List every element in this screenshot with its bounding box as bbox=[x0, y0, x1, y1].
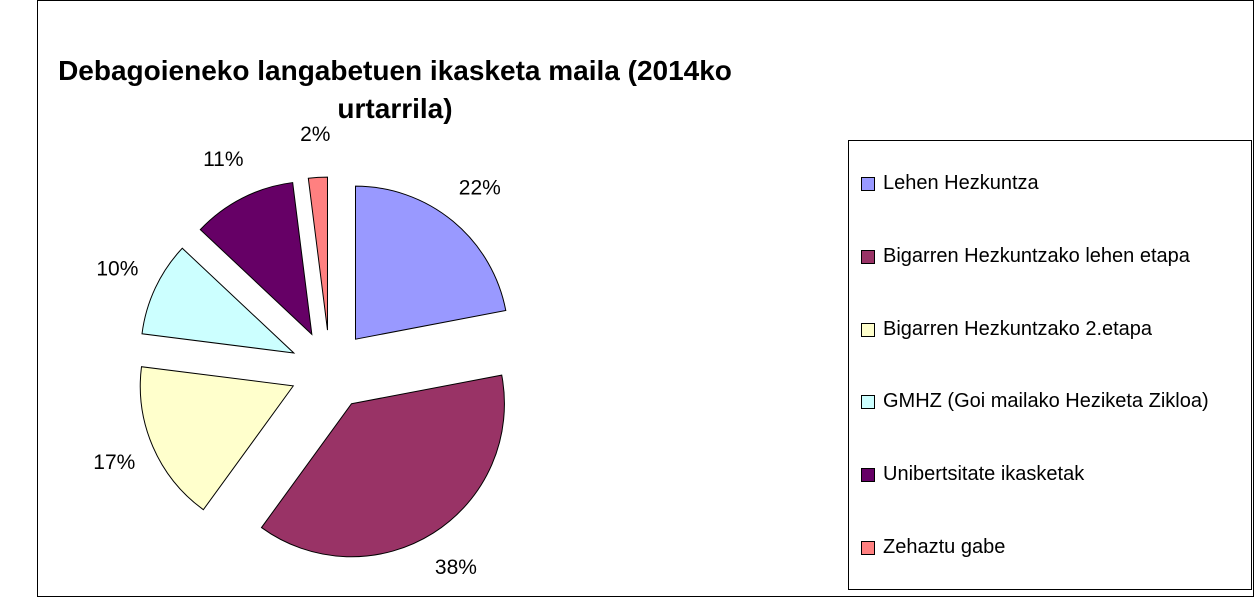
pie-slice bbox=[307, 176, 328, 331]
legend-label: Zehaztu gabe bbox=[883, 535, 1006, 558]
legend-swatch bbox=[861, 249, 875, 264]
data-label: 22% bbox=[459, 176, 501, 199]
legend-label: Lehen Hezkuntza bbox=[883, 172, 1039, 195]
legend-label: Bigarren Hezkuntzako lehen etapa bbox=[883, 244, 1190, 267]
legend: Lehen Hezkuntza Bigarren Hezkuntzako lehe… bbox=[848, 140, 1252, 590]
legend-item: Bigarren Hezkuntzako 2.etapa bbox=[861, 313, 1251, 345]
legend-label: Bigarren Hezkuntzako 2.etapa bbox=[883, 317, 1153, 340]
data-label: 10% bbox=[96, 257, 138, 280]
legend-swatch bbox=[861, 540, 875, 555]
legend-label: Unibertsitate ikasketak bbox=[883, 462, 1085, 485]
legend-item: Bigarren Hezkuntzako lehen etapa bbox=[861, 240, 1251, 272]
pie-slice bbox=[199, 182, 313, 336]
legend-swatch bbox=[861, 177, 875, 192]
legend-swatch bbox=[861, 395, 875, 410]
legend-item: GMHZ (Goi mailako Heziketa Zikloa) bbox=[861, 385, 1251, 417]
legend-item: Zehaztu gabe bbox=[861, 531, 1251, 563]
data-label: 17% bbox=[93, 451, 135, 474]
legend-label: GMHZ (Goi mailako Heziketa Zikloa) bbox=[883, 390, 1209, 413]
pie-slice bbox=[260, 374, 505, 558]
chart-title: Debagoieneko langabetuen ikasketa maila … bbox=[58, 55, 732, 124]
data-label: 11% bbox=[203, 148, 243, 171]
pie-slice bbox=[141, 247, 296, 354]
legend-swatch bbox=[861, 467, 875, 482]
legend-item: Lehen Hezkuntza bbox=[861, 167, 1251, 199]
data-label: 38% bbox=[435, 556, 477, 579]
pie-slice bbox=[139, 366, 295, 511]
legend-item: Unibertsitate ikasketak bbox=[861, 458, 1251, 490]
pie-slice bbox=[354, 185, 507, 340]
legend-swatch bbox=[861, 322, 875, 337]
data-label: 2% bbox=[300, 123, 330, 146]
